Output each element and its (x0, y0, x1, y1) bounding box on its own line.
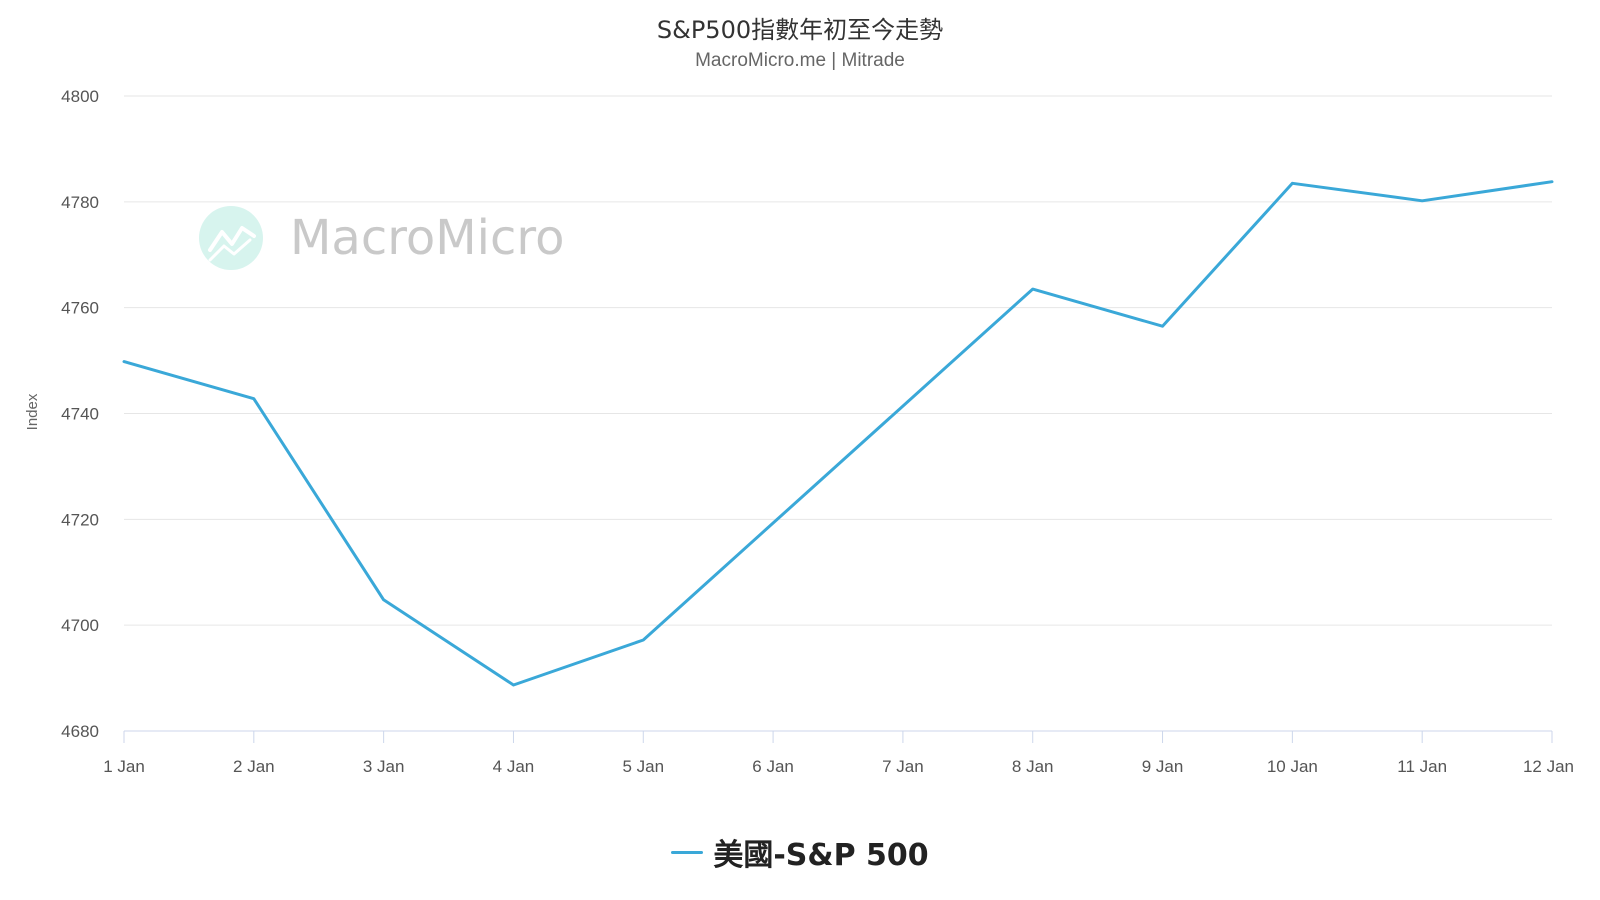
data-point[interactable] (1288, 179, 1296, 187)
x-tick-label: 10 Jan (1267, 757, 1318, 776)
watermark-text: MacroMicro (290, 210, 564, 266)
x-tick-label: 3 Jan (363, 757, 405, 776)
data-point[interactable] (1548, 178, 1556, 186)
y-axis: 4680 4700 4720 4740 4760 4780 4800 (61, 87, 99, 741)
data-point[interactable] (1029, 285, 1037, 293)
y-tick-label: 4740 (61, 405, 99, 424)
data-point[interactable] (380, 596, 388, 604)
data-point[interactable] (639, 636, 647, 644)
x-axis: 1 Jan 2 Jan 3 Jan 4 Jan 5 Jan 6 Jan 7 Jan 8 Jan… (103, 730, 1574, 776)
x-tick-label: 9 Jan (1142, 757, 1184, 776)
x-tick-label: 6 Jan (752, 757, 794, 776)
y-tick-label: 4760 (61, 299, 99, 318)
macromicro-logo-icon (199, 206, 263, 270)
y-tick-label: 4700 (61, 616, 99, 635)
x-tick-label: 1 Jan (103, 757, 145, 776)
x-tick-label: 11 Jan (1397, 757, 1447, 776)
data-point[interactable] (120, 358, 128, 366)
legend-swatch (671, 850, 704, 854)
x-tick-label: 7 Jan (882, 757, 924, 776)
x-tick-label: 2 Jan (233, 757, 275, 776)
y-axis-title: Index (24, 393, 41, 430)
data-point[interactable] (1418, 197, 1426, 205)
chart-title: S&P500指數年初至今走勢 (656, 16, 944, 44)
data-point[interactable] (1159, 322, 1167, 330)
x-tick-label: 12 Jan (1523, 757, 1574, 776)
y-tick-label: 4780 (61, 193, 99, 212)
legend[interactable]: 美國-S&P 500 (0, 830, 1600, 874)
data-point[interactable] (250, 395, 258, 403)
series-layer (120, 178, 1556, 689)
series-line[interactable] (122, 180, 1554, 687)
y-tick-label: 4800 (61, 87, 99, 106)
x-tick-label: 4 Jan (493, 757, 535, 776)
data-point[interactable] (509, 681, 517, 689)
watermark: MacroMicro (199, 206, 564, 270)
y-tick-label: 4680 (61, 722, 99, 741)
x-tick-label: 8 Jan (1012, 757, 1054, 776)
grid-lines (124, 95, 1552, 626)
y-tick-label: 4720 (61, 510, 99, 529)
x-tick-label: 5 Jan (622, 757, 664, 776)
legend-label: 美國-S&P 500 (713, 838, 929, 873)
chart-subtitle: MacroMicro.me | Mitrade (695, 50, 905, 71)
